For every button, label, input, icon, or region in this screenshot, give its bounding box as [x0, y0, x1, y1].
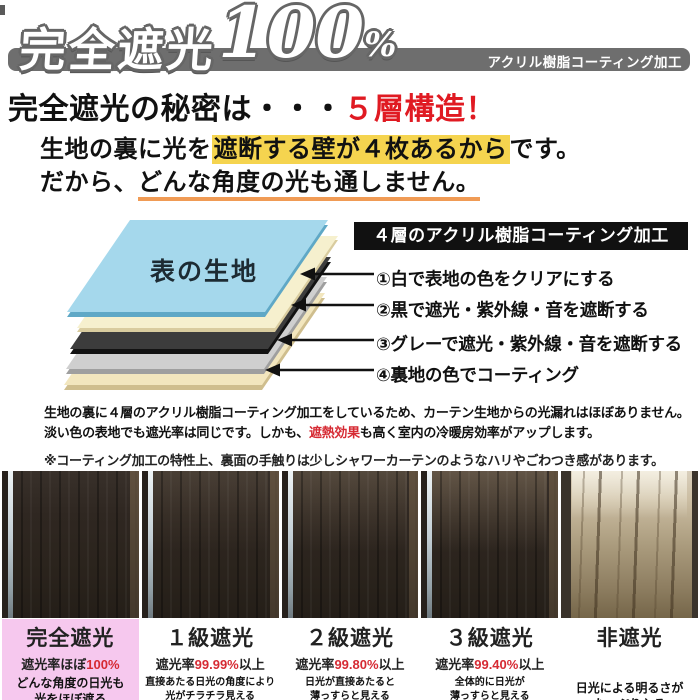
page-title: 完全遮光 100 % — [17, 0, 397, 80]
section-headline: 完全遮光の秘密は・・・５層構造！ — [8, 84, 496, 128]
curtain-photo-grade1 — [141, 471, 279, 618]
curtain-photo-grade2 — [281, 471, 419, 618]
intro-line2: だから、どんな角度の光も通しません。 — [40, 166, 581, 201]
arrowheads — [265, 267, 315, 377]
coating-item-2: ②黒で遮光・紫外線・音を遮断する — [376, 300, 649, 320]
title-main: 完全遮光 — [17, 24, 218, 76]
layer-diagram: 表の生地 ４層のアクリル樹脂コーティング加工 ①白で表地の色をクリアにする ②黒… — [0, 212, 700, 402]
caution-note: ※コーティング加工の特性上、裏面の手触りは少しシャワーカーテンのようなハリやごわ… — [44, 453, 664, 468]
surface-layer — [67, 220, 328, 312]
window-light-strip — [427, 471, 433, 618]
label-non-blackout: 非遮光 日光による明るさがたっぷり入る — [561, 619, 698, 700]
label-grade3: ３級遮光 遮光率99.40%以上 全体的に日光が 薄っすらと見える — [421, 619, 559, 700]
coating-item-1: ①白で表地の色をクリアにする — [376, 269, 615, 289]
corner-mark — [0, 5, 5, 15]
window-light-strip — [287, 471, 293, 618]
orange-underline: どんな角度の光も通しません。 — [138, 169, 481, 201]
curtain-photo-grade3 — [421, 471, 559, 618]
coating-item-4: ④裏地の色でコーティング — [376, 365, 579, 385]
intro-text: 生地の裏に光を遮断する壁が４枚あるからです。 だから、どんな角度の光も通しません… — [40, 133, 581, 201]
pointer-arrows — [278, 272, 374, 372]
curtain-photo-non-blackout — [561, 471, 698, 618]
description-line1: 生地の裏に４層のアクリル樹脂コーティング加工をしているため、カーテン生地からの光… — [44, 405, 690, 420]
description-line2: 淡い色の表地でも遮光率は同じです。しかも、遮熱効果も高く室内の冷暖房効率がアップ… — [44, 425, 600, 440]
label-complete-blackout: 完全遮光 遮光率ほぼ100% どんな角度の日光も 光をほぼ遮る — [2, 619, 139, 700]
surface-label: 表の生地 — [150, 258, 258, 286]
title-number: 100 — [218, 0, 365, 74]
label-grade1: １級遮光 遮光率99.99%以上 直接あたる日光の角度により 光がチラチラ見える — [141, 619, 279, 700]
coating-item-3: ③グレーで遮光・紫外線・音を遮断する — [376, 334, 682, 354]
headline-black: 完全遮光の秘密は・・・ — [8, 93, 344, 126]
coating-badge: アクリル樹脂コーティング加工 — [487, 55, 682, 70]
heat-shield-red-text: 遮熱効果 — [309, 425, 360, 440]
intro-line1: 生地の裏に光を遮断する壁が４枚あるからです。 — [40, 135, 581, 164]
curtain-photo-complete-blackout — [2, 471, 139, 618]
comparison-labels: 完全遮光 遮光率ほぼ100% どんな角度の日光も 光をほぼ遮る １級遮光 遮光率9… — [0, 619, 700, 700]
label-grade2: ２級遮光 遮光率99.80%以上 日光が直接あたると 薄っすらと見える — [281, 619, 419, 700]
description-paragraph: 生地の裏に４層のアクリル樹脂コーティング加工をしているため、カーテン生地からの光… — [44, 403, 696, 443]
layer-stack-illustration: 表の生地 — [64, 220, 374, 390]
coating-box-title: ４層のアクリル樹脂コーティング加工 — [354, 222, 688, 250]
headline-red: ５層構造！ — [343, 93, 496, 126]
comparison-photos — [0, 471, 700, 618]
window-light-strip — [147, 471, 153, 618]
title-percent-sign: % — [364, 25, 397, 65]
header-bar — [8, 48, 690, 71]
window-light-strip — [8, 471, 13, 618]
yellow-highlight: 遮断する壁が４枚あるから — [211, 135, 510, 164]
